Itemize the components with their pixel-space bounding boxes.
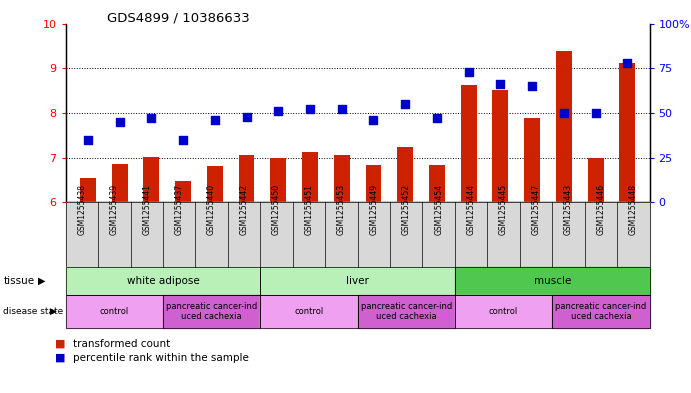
- Bar: [587, 158, 603, 202]
- Text: GSM1255442: GSM1255442: [240, 184, 249, 235]
- Text: GSM1255449: GSM1255449: [369, 184, 378, 235]
- Text: GSM1255437: GSM1255437: [175, 184, 184, 235]
- Text: GDS4899 / 10386633: GDS4899 / 10386633: [107, 12, 250, 25]
- Text: GSM1255444: GSM1255444: [466, 184, 475, 235]
- Bar: [207, 166, 223, 202]
- Text: control: control: [100, 307, 129, 316]
- Text: GSM1255443: GSM1255443: [564, 184, 573, 235]
- Point: [558, 110, 569, 116]
- Point: [495, 81, 506, 88]
- Point: [622, 60, 633, 66]
- Point: [368, 117, 379, 123]
- Bar: [302, 152, 318, 202]
- Point: [337, 106, 348, 112]
- Bar: [175, 181, 191, 202]
- Text: GSM1255439: GSM1255439: [110, 184, 119, 235]
- Text: ■: ■: [55, 339, 66, 349]
- Bar: [80, 178, 96, 202]
- Text: percentile rank within the sample: percentile rank within the sample: [73, 353, 249, 363]
- Bar: [397, 147, 413, 202]
- Point: [305, 106, 316, 112]
- Text: GSM1255448: GSM1255448: [629, 184, 638, 235]
- Point: [463, 69, 474, 75]
- Bar: [429, 165, 445, 202]
- Point: [527, 83, 538, 89]
- Point: [399, 101, 410, 107]
- Text: control: control: [489, 307, 518, 316]
- Bar: [524, 118, 540, 202]
- Text: GSM1255446: GSM1255446: [596, 184, 605, 235]
- Text: control: control: [294, 307, 323, 316]
- Text: tissue: tissue: [3, 276, 35, 286]
- Text: GSM1255450: GSM1255450: [272, 184, 281, 235]
- Point: [273, 108, 284, 114]
- Text: ▶: ▶: [38, 276, 46, 286]
- Text: disease state: disease state: [3, 307, 64, 316]
- Text: GSM1255447: GSM1255447: [531, 184, 540, 235]
- Bar: [238, 156, 254, 202]
- Text: GSM1255440: GSM1255440: [207, 184, 216, 235]
- Bar: [461, 85, 477, 202]
- Text: GSM1255438: GSM1255438: [77, 184, 86, 235]
- Text: muscle: muscle: [533, 276, 571, 286]
- Point: [241, 114, 252, 120]
- Bar: [493, 90, 509, 202]
- Text: pancreatic cancer-ind
uced cachexia: pancreatic cancer-ind uced cachexia: [556, 302, 647, 321]
- Bar: [334, 156, 350, 202]
- Bar: [270, 158, 286, 202]
- Text: GSM1255451: GSM1255451: [305, 184, 314, 235]
- Point: [82, 137, 93, 143]
- Point: [590, 110, 601, 116]
- Text: GSM1255441: GSM1255441: [142, 184, 151, 235]
- Text: white adipose: white adipose: [126, 276, 199, 286]
- Text: transformed count: transformed count: [73, 339, 170, 349]
- Text: liver: liver: [346, 276, 369, 286]
- Point: [146, 115, 157, 121]
- Point: [114, 119, 125, 125]
- Bar: [144, 157, 159, 202]
- Bar: [366, 165, 381, 202]
- Point: [209, 117, 220, 123]
- Point: [431, 115, 442, 121]
- Point: [178, 137, 189, 143]
- Text: GSM1255453: GSM1255453: [337, 184, 346, 235]
- Bar: [112, 164, 128, 202]
- Text: ▶: ▶: [50, 307, 57, 316]
- Text: GSM1255454: GSM1255454: [434, 184, 443, 235]
- Bar: [556, 51, 571, 202]
- Text: GSM1255452: GSM1255452: [401, 184, 410, 235]
- Text: pancreatic cancer-ind
uced cachexia: pancreatic cancer-ind uced cachexia: [166, 302, 257, 321]
- Text: GSM1255445: GSM1255445: [499, 184, 508, 235]
- Text: pancreatic cancer-ind
uced cachexia: pancreatic cancer-ind uced cachexia: [361, 302, 452, 321]
- Text: ■: ■: [55, 353, 66, 363]
- Bar: [619, 63, 635, 202]
